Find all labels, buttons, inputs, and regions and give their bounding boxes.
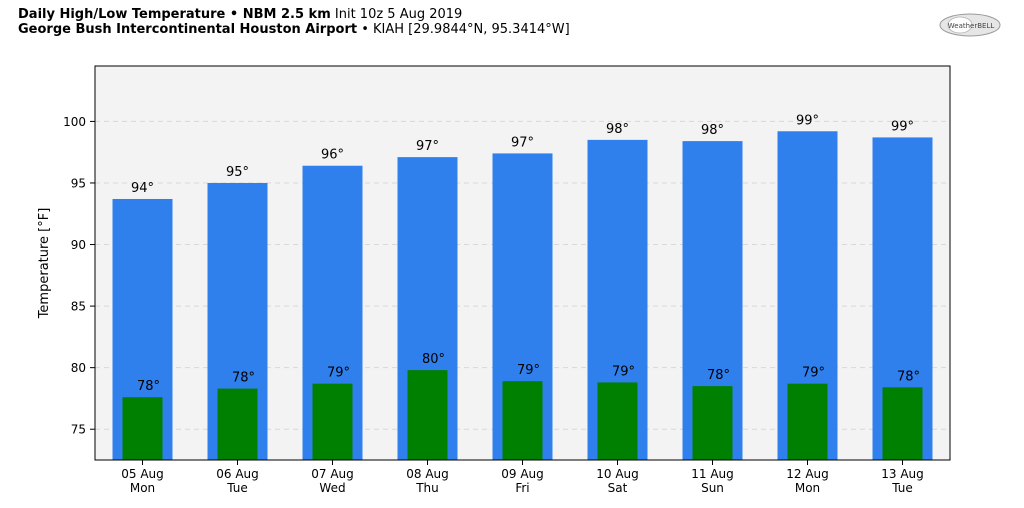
weatherbell-logo: WeatherBELL (938, 12, 1002, 42)
x-tick-date: 06 Aug (216, 467, 259, 481)
x-tick-date: 10 Aug (596, 467, 639, 481)
low-temp-label: 79° (327, 366, 350, 381)
station-name: George Bush Intercontinental Houston Air… (18, 22, 358, 37)
x-tick-date: 07 Aug (311, 467, 354, 481)
low-temp-bars (122, 370, 923, 460)
x-tick-label: 06 Aug Tue (216, 467, 259, 495)
x-tick-date: 11 Aug (691, 467, 734, 481)
low-temp-bar (597, 382, 638, 460)
low-temp-label: 79° (802, 366, 825, 381)
high-temp-label: 99° (891, 119, 914, 134)
y-tick-label: 75 (71, 423, 86, 437)
y-tick-label: 90 (71, 238, 86, 252)
low-temp-bar (217, 388, 258, 460)
x-tick-weekday: Thu (415, 481, 439, 495)
x-tick-label: 12 Aug Mon (786, 467, 829, 495)
high-temp-label: 99° (796, 113, 819, 128)
high-temp-label: 95° (226, 165, 249, 180)
x-tick-weekday: Tue (891, 481, 913, 495)
high-temp-label: 97° (416, 139, 439, 154)
y-tick-label: 100 (63, 115, 86, 129)
title-line-1: Daily High/Low Temperature • NBM 2.5 km … (18, 7, 570, 22)
station-info: • KIAH [29.9844°N, 95.3414°W] (361, 22, 570, 37)
y-axis-label: Temperature [°F] (37, 208, 52, 320)
low-temp-bar (312, 383, 353, 460)
x-tick-weekday: Mon (795, 481, 820, 495)
low-temp-bar (882, 387, 923, 460)
low-temp-label: 78° (137, 379, 160, 394)
low-temp-bar (502, 381, 543, 460)
svg-text:WeatherBELL: WeatherBELL (948, 22, 995, 30)
x-tick-weekday: Sun (701, 481, 724, 495)
x-tick-date: 08 Aug (406, 467, 449, 481)
x-tick-label: 10 Aug Sat (596, 467, 639, 495)
low-temp-bar (692, 386, 733, 460)
chart-title: Daily High/Low Temperature • NBM 2.5 km … (18, 7, 570, 37)
x-tick-weekday: Mon (130, 481, 155, 495)
low-temp-label: 80° (422, 352, 445, 367)
low-temp-bar (407, 370, 448, 460)
low-temp-label: 78° (232, 371, 255, 386)
x-tick-weekday: Sat (608, 481, 628, 495)
x-tick-label: 08 Aug Thu (406, 467, 449, 495)
high-temp-label: 97° (511, 135, 534, 150)
x-tick-weekday: Fri (515, 481, 529, 495)
x-tick-weekday: Tue (226, 481, 248, 495)
x-tick-label: 07 Aug Wed (311, 467, 354, 495)
low-temp-bar (122, 397, 163, 460)
title-line-2: George Bush Intercontinental Houston Air… (18, 22, 570, 37)
low-temp-label: 79° (517, 363, 540, 378)
x-tick-date: 05 Aug (121, 467, 164, 481)
low-temp-bar (787, 383, 828, 460)
low-temp-label: 79° (612, 364, 635, 379)
high-temp-label: 94° (131, 181, 154, 196)
high-temp-label: 98° (606, 122, 629, 137)
y-axis: 75 80 85 90 95 100 (63, 115, 95, 437)
high-temp-label: 98° (701, 123, 724, 138)
x-tick-label: 11 Aug Sun (691, 467, 734, 495)
x-tick-label: 05 Aug Mon (121, 467, 164, 495)
x-tick-weekday: Wed (319, 481, 345, 495)
low-temp-label: 78° (897, 369, 920, 384)
high-temp-label: 96° (321, 148, 344, 163)
data-labels: 94° 78° 95° 78° 96° 79° 97° 80° 97° 79° 98° 79° 98° 7… (131, 113, 920, 394)
x-tick-date: 13 Aug (881, 467, 924, 481)
title-init: Init 10z 5 Aug 2019 (334, 7, 463, 22)
y-tick-label: 85 (71, 300, 86, 314)
x-tick-label: 09 Aug Fri (501, 467, 544, 495)
x-tick-date: 12 Aug (786, 467, 829, 481)
x-tick-date: 09 Aug (501, 467, 544, 481)
title-main: Daily High/Low Temperature • NBM 2.5 km (18, 7, 331, 22)
y-tick-label: 80 (71, 361, 86, 375)
low-temp-label: 78° (707, 368, 730, 383)
y-tick-label: 95 (71, 176, 86, 190)
x-tick-label: 13 Aug Tue (881, 467, 924, 495)
